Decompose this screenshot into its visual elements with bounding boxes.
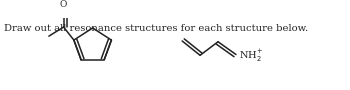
- Text: Draw out all resonance structures for each structure below.: Draw out all resonance structures for ea…: [4, 24, 308, 33]
- Text: NH$_2^{+}$: NH$_2^{+}$: [239, 48, 262, 64]
- Text: O: O: [60, 0, 67, 9]
